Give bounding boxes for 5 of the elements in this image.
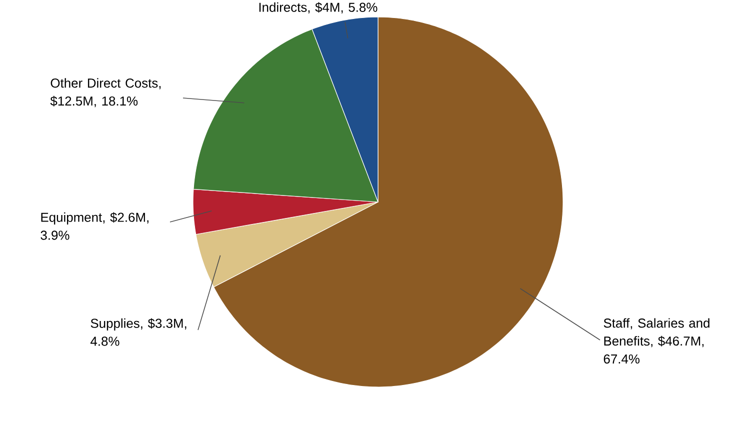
slice-label: Staff, Salaries and Benefits, $46.7M, 67.4% (604, 318, 710, 364)
slice-label: Indirects, $4M, 5.8% (259, 2, 378, 14)
slice-label: Supplies, $3.3M, 4.8% (90, 318, 186, 346)
slice-label: Equipment, $2.6M, 3.9% (40, 212, 148, 240)
slice-label: Other Direct Costs, $12.5M, 18.1% (50, 78, 161, 108)
